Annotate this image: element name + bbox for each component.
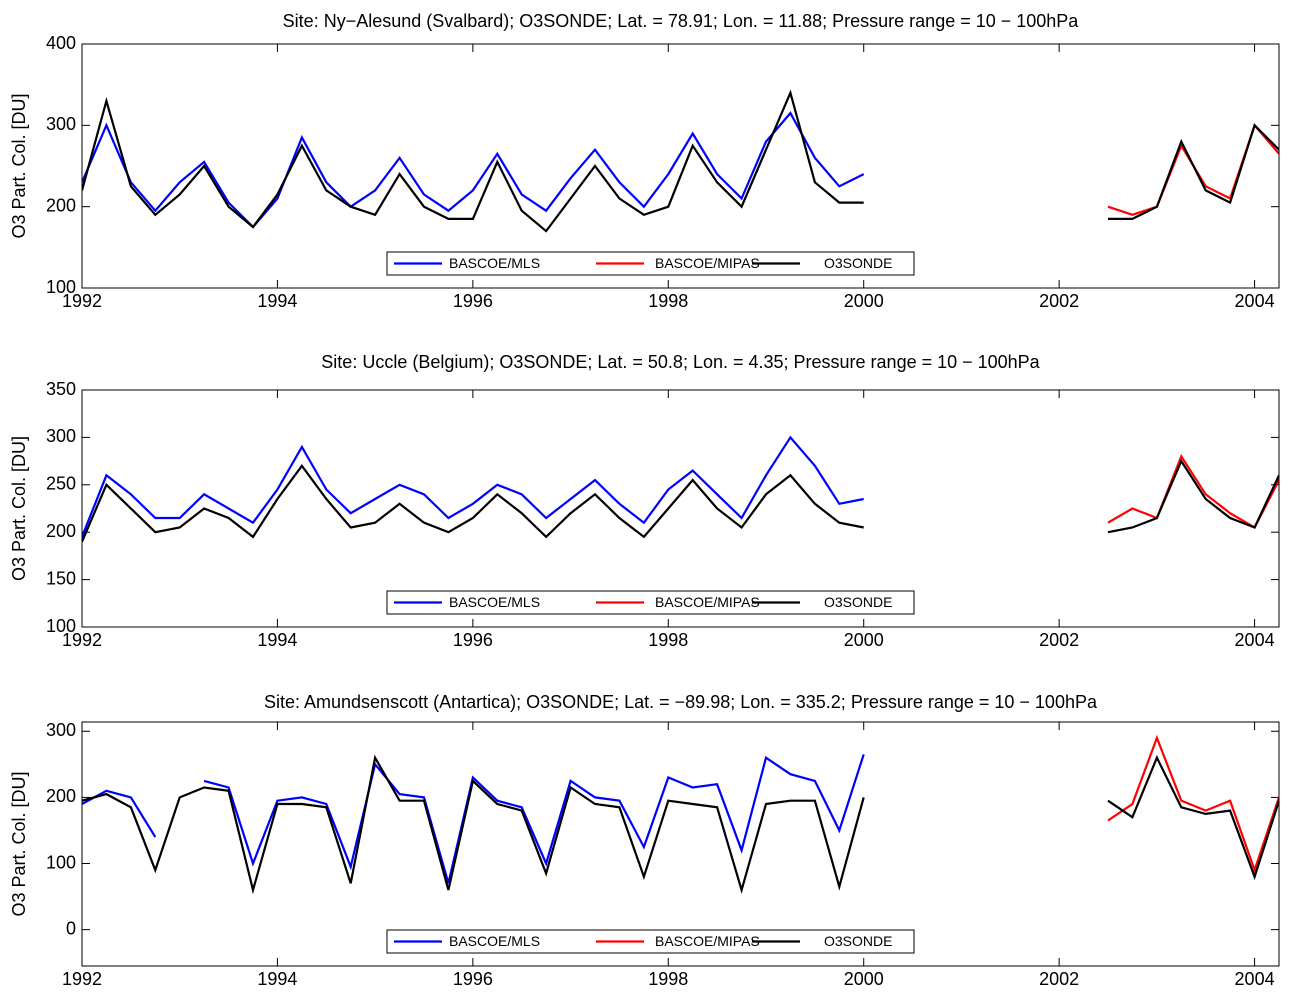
y-tick-label: 200 (46, 786, 76, 806)
x-tick-label: 1996 (453, 969, 493, 989)
series-line (1107, 734, 1279, 874)
x-tick-label: 1998 (648, 969, 688, 989)
x-tick-label: 2004 (1235, 969, 1275, 989)
x-tick-label: 1998 (648, 630, 688, 650)
y-axis-label: O3 Part. Col. [DU] (9, 436, 29, 581)
series-line (82, 435, 864, 538)
x-tick-label: 2002 (1039, 969, 1079, 989)
legend-label: BASCOE/MIPAS (655, 255, 760, 271)
axes-box (81, 43, 1280, 289)
x-tick-label: 2000 (844, 630, 884, 650)
subplot: Site: Ny−Alesund (Svalbard); O3SONDE; La… (9, 11, 1280, 311)
legend-label: O3SONDE (824, 594, 892, 610)
axes-box (81, 721, 1280, 967)
x-tick-label: 1996 (453, 291, 493, 311)
x-tick-label: 2004 (1235, 291, 1275, 311)
y-tick-label: 300 (46, 720, 76, 740)
y-tick-label: 300 (46, 114, 76, 134)
subplot: Site: Amundsenscott (Antartica); O3SONDE… (9, 692, 1280, 989)
x-tick-label: 1996 (453, 630, 493, 650)
legend-label: O3SONDE (824, 933, 892, 949)
x-tick-label: 1994 (257, 630, 297, 650)
y-axis-label: O3 Part. Col. [DU] (9, 771, 29, 916)
x-tick-label: 1992 (62, 630, 102, 650)
series-line (82, 754, 1279, 895)
series-line (82, 111, 865, 229)
y-tick-label: 100 (46, 616, 76, 636)
series-line (82, 89, 1279, 233)
y-tick-label: 250 (46, 474, 76, 494)
y-tick-label: 100 (46, 277, 76, 297)
y-tick-label: 200 (46, 521, 76, 541)
subplot: Site: Uccle (Belgium); O3SONDE; Lat. = 5… (9, 352, 1280, 650)
chart-title: Site: Ny−Alesund (Svalbard); O3SONDE; La… (283, 11, 1080, 31)
x-tick-label: 1994 (257, 969, 297, 989)
legend-label: BASCOE/MLS (449, 255, 540, 271)
y-tick-label: 0 (66, 918, 76, 938)
y-tick-label: 150 (46, 568, 76, 588)
legend-label: BASCOE/MLS (449, 933, 540, 949)
legend-label: BASCOE/MIPAS (655, 594, 760, 610)
x-tick-label: 2004 (1235, 630, 1275, 650)
legend-label: BASCOE/MIPAS (655, 933, 760, 949)
x-tick-label: 1992 (62, 291, 102, 311)
legend-label: O3SONDE (824, 255, 892, 271)
y-tick-label: 300 (46, 426, 76, 446)
legend-box (386, 590, 915, 615)
x-tick-label: 1992 (62, 969, 102, 989)
legend-label: BASCOE/MLS (449, 594, 540, 610)
x-tick-label: 1994 (257, 291, 297, 311)
series-line (82, 458, 1279, 543)
y-tick-label: 200 (46, 195, 76, 215)
y-tick-label: 100 (46, 852, 76, 872)
chart-title: Site: Uccle (Belgium); O3SONDE; Lat. = 5… (321, 352, 1040, 372)
x-tick-label: 2000 (844, 969, 884, 989)
legend-box (386, 251, 915, 276)
x-tick-label: 2002 (1039, 630, 1079, 650)
y-tick-label: 350 (46, 379, 76, 399)
x-tick-label: 2000 (844, 291, 884, 311)
y-axis-label: O3 Part. Col. [DU] (9, 93, 29, 238)
chart-title: Site: Amundsenscott (Antartica); O3SONDE… (264, 692, 1098, 712)
x-tick-label: 1998 (648, 291, 688, 311)
legend-box (386, 929, 915, 954)
axes-box (81, 389, 1280, 628)
y-tick-label: 400 (46, 33, 76, 53)
x-tick-label: 2002 (1039, 291, 1079, 311)
